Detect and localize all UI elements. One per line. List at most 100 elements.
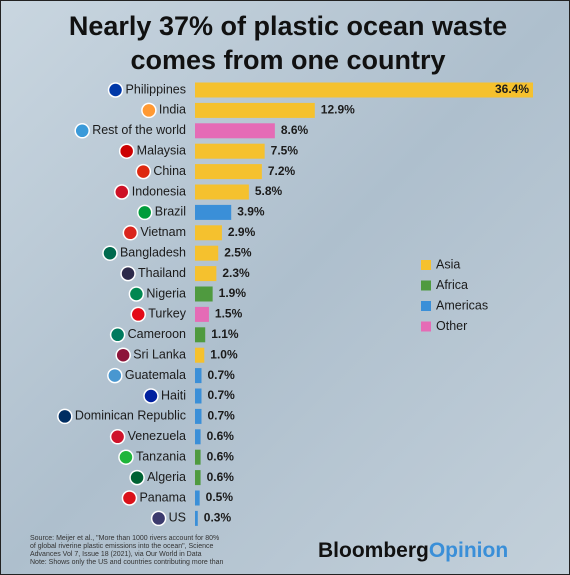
category-label: Cameroon bbox=[128, 327, 186, 341]
flag-icon bbox=[118, 449, 134, 465]
bar bbox=[195, 286, 213, 302]
flag-icon bbox=[136, 204, 153, 221]
bar bbox=[195, 225, 222, 241]
category-label: Philippines bbox=[126, 82, 186, 96]
legend-swatch bbox=[421, 260, 431, 270]
value-label: 2.5% bbox=[224, 245, 252, 259]
value-label: 0.6% bbox=[207, 429, 235, 443]
flag-icon bbox=[109, 429, 126, 445]
value-label: 1.9% bbox=[219, 286, 247, 300]
category-label: Vietnam bbox=[140, 225, 186, 239]
legend-swatch bbox=[421, 280, 431, 291]
value-label: 2.3% bbox=[222, 266, 250, 280]
value-label: 0.5% bbox=[206, 490, 234, 504]
brand: BloombergOpinion bbox=[318, 539, 508, 562]
bar bbox=[195, 490, 200, 506]
category-label: Guatemala bbox=[125, 368, 186, 382]
bar bbox=[195, 123, 275, 139]
value-label: 0.7% bbox=[208, 409, 236, 423]
flag-icon bbox=[130, 306, 146, 323]
bar bbox=[195, 204, 232, 220]
value-label: 1.0% bbox=[210, 347, 238, 361]
category-label: China bbox=[153, 164, 186, 178]
legend-label: Other bbox=[436, 319, 467, 333]
category-label: Rest of the world bbox=[92, 123, 186, 137]
bar bbox=[195, 102, 315, 118]
category-label: Panama bbox=[139, 490, 186, 504]
flag-icon bbox=[128, 286, 145, 302]
flag-icon bbox=[107, 367, 123, 384]
value-label: 1.5% bbox=[215, 307, 243, 321]
category-label: Haiti bbox=[161, 388, 186, 402]
flag-icon bbox=[129, 469, 145, 486]
category-label: India bbox=[159, 103, 186, 117]
category-label: Brazil bbox=[155, 205, 186, 219]
bar bbox=[195, 470, 201, 486]
value-label: 1.1% bbox=[211, 327, 239, 341]
legend-swatch bbox=[421, 301, 431, 311]
bar bbox=[195, 82, 533, 98]
bar bbox=[195, 306, 209, 322]
category-label: Sri Lanka bbox=[133, 347, 186, 361]
value-label: 3.9% bbox=[237, 205, 265, 219]
value-label: 2.9% bbox=[228, 225, 256, 239]
value-label: 0.6% bbox=[207, 449, 235, 463]
source-note: Source: Meijer et al., "More than 1000 r… bbox=[30, 535, 219, 542]
value-label: 36.4% bbox=[495, 82, 529, 96]
value-label: 7.2% bbox=[268, 164, 296, 178]
bar bbox=[195, 408, 202, 424]
bar bbox=[195, 429, 201, 445]
bar bbox=[195, 143, 265, 159]
flag-icon bbox=[107, 82, 124, 98]
value-label: 5.8% bbox=[255, 184, 283, 198]
category-label: US bbox=[169, 511, 186, 525]
flag-icon bbox=[122, 225, 139, 241]
chart-title: Nearly 37% of plastic ocean waste bbox=[69, 11, 507, 41]
source-note: Advances Vol 7, Issue 18 (2021), via Our… bbox=[30, 551, 202, 558]
legend-label: Asia bbox=[436, 257, 460, 271]
value-label: 8.6% bbox=[281, 123, 309, 137]
value-label: 0.7% bbox=[208, 388, 236, 402]
flag-icon bbox=[109, 327, 126, 343]
flag-icon bbox=[57, 408, 73, 425]
category-label: Dominican Republic bbox=[75, 409, 186, 423]
bar bbox=[195, 164, 262, 180]
legend-label: Americas bbox=[436, 298, 488, 312]
bar bbox=[195, 368, 202, 384]
category-label: Venezuela bbox=[128, 429, 186, 443]
flag-icon bbox=[115, 347, 131, 363]
flag-icon bbox=[150, 510, 167, 527]
flag-icon bbox=[102, 245, 118, 261]
value-label: 0.6% bbox=[207, 470, 235, 484]
category-label: Algeria bbox=[147, 470, 186, 484]
value-label: 12.9% bbox=[321, 103, 355, 117]
bar bbox=[195, 347, 205, 363]
value-label: 0.3% bbox=[204, 511, 232, 525]
value-label: 0.7% bbox=[208, 368, 236, 382]
category-label: Thailand bbox=[138, 266, 186, 280]
legend-swatch bbox=[421, 321, 431, 332]
bar bbox=[195, 327, 206, 343]
bar bbox=[195, 266, 217, 282]
source-note: Note: Shows only the US and countries co… bbox=[30, 559, 223, 566]
brand-name: Opinion bbox=[429, 539, 508, 562]
category-label: Bangladesh bbox=[120, 245, 186, 259]
category-label: Malaysia bbox=[137, 143, 186, 157]
category-label: Turkey bbox=[148, 307, 186, 321]
chart-title: comes from one country bbox=[130, 45, 445, 75]
flag-icon bbox=[118, 143, 135, 159]
bar bbox=[195, 245, 219, 261]
source-note: of global riverine plastic emissions int… bbox=[30, 543, 214, 550]
brand-name: Bloomberg bbox=[318, 539, 429, 562]
bar bbox=[195, 184, 249, 200]
flag-icon bbox=[74, 123, 90, 139]
bar bbox=[195, 388, 202, 404]
flag-icon bbox=[121, 490, 138, 506]
flag-icon bbox=[120, 265, 136, 282]
bar bbox=[195, 510, 198, 526]
flag-icon bbox=[135, 163, 152, 180]
flag-icon bbox=[114, 184, 130, 200]
legend-label: Africa bbox=[436, 278, 468, 292]
bar bbox=[195, 449, 201, 465]
